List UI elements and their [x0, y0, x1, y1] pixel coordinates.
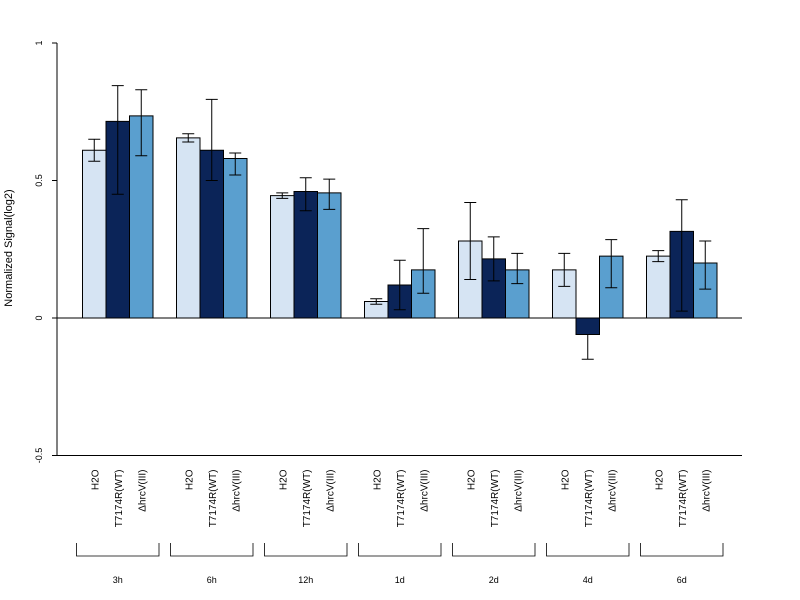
bar: [176, 137, 201, 319]
bars: [82, 115, 718, 335]
bar: [646, 255, 671, 319]
bar-category-label: ΔhrcV(III): [701, 470, 712, 512]
bar: [575, 317, 600, 335]
bar-category-label: H2O: [466, 469, 477, 490]
bar: [317, 192, 342, 319]
bar-category-label: T7174R(WT): [208, 470, 219, 528]
group-brackets: 3h 6h 12h 1d 2d 4d 6d: [76, 543, 724, 585]
bar: [270, 195, 295, 319]
group-label: 6h: [207, 575, 217, 585]
bar: [82, 149, 107, 319]
bar-category-label: ΔhrcV(III): [513, 470, 524, 512]
group-label: 2d: [489, 575, 499, 585]
group-label: 12h: [298, 575, 313, 585]
bar-category-label: H2O: [278, 469, 289, 490]
bar: [223, 158, 248, 319]
bar-category-label: T7174R(WT): [584, 470, 595, 528]
bar-labels: H2O T7174R(WT) ΔhrcV(III) H2O T7174R(WT) Δhrc…: [90, 469, 712, 527]
bar-category-label: H2O: [654, 469, 665, 490]
group-bracket: [452, 543, 536, 557]
y-tick-label: -0.5: [34, 448, 44, 464]
bar-category-label: H2O: [560, 469, 571, 490]
error-bars: [88, 85, 712, 360]
bar-category-label: T7174R(WT): [490, 470, 501, 528]
bar-category-label: ΔhrcV(III): [137, 470, 148, 512]
y-axis-label: Normalized Signal(log2): [3, 189, 15, 306]
group-label: 4d: [583, 575, 593, 585]
group-bracket: [76, 543, 160, 557]
group-label: 1d: [395, 575, 405, 585]
bar-category-label: H2O: [184, 469, 195, 490]
y-tick-label: 1: [34, 40, 44, 45]
bar-category-label: ΔhrcV(III): [419, 470, 430, 512]
bar-category-label: T7174R(WT): [302, 470, 313, 528]
group-label: 3h: [113, 575, 123, 585]
bar-category-label: ΔhrcV(III): [325, 470, 336, 512]
bar-category-label: T7174R(WT): [678, 470, 689, 528]
group-label: 6d: [677, 575, 687, 585]
bar-category-label: H2O: [372, 469, 383, 490]
group-bracket: [358, 543, 442, 557]
y-axis: -0.5 0 0.5 1: [34, 40, 58, 464]
bar-category-label: ΔhrcV(III): [231, 470, 242, 512]
bar-category-label: T7174R(WT): [114, 470, 125, 528]
bar-category-label: H2O: [90, 469, 101, 490]
y-tick-label: 0: [34, 315, 44, 320]
group-bracket: [640, 543, 724, 557]
group-bracket: [546, 543, 630, 557]
bar-category-label: T7174R(WT): [396, 470, 407, 528]
y-tick-label: 0.5: [34, 174, 44, 187]
group-bracket: [170, 543, 254, 557]
group-bracket: [264, 543, 348, 557]
bar-category-label: ΔhrcV(III): [607, 470, 618, 512]
